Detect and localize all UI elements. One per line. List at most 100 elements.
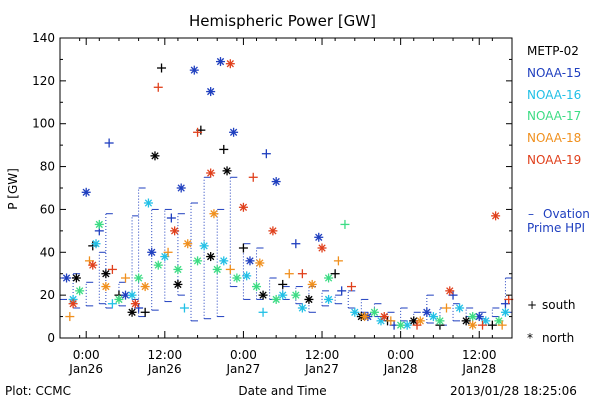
north-marker: [189, 65, 199, 75]
north-marker: [379, 312, 389, 322]
north-marker-d2: [226, 60, 234, 68]
north-marker-d2: [174, 280, 182, 289]
north-marker-d2: [213, 265, 221, 274]
north-marker: [209, 209, 219, 219]
north-marker-d2: [75, 287, 84, 295]
north-marker-d2: [324, 295, 333, 304]
north-marker-d2: [475, 312, 483, 321]
north-marker: [445, 286, 455, 296]
y-tick-label: 140: [32, 31, 55, 45]
x-tick-sublabel: Jan27: [304, 362, 339, 376]
legend-noaa-19: NOAA-19: [527, 153, 582, 167]
north-marker-d2: [446, 287, 454, 295]
north-marker: [245, 256, 255, 266]
north-marker-d2: [220, 257, 228, 265]
north-marker: [271, 294, 281, 304]
north-marker: [229, 127, 239, 137]
axes-layer: 0204060801001201400:00Jan2612:00Jan260:0…: [32, 31, 513, 376]
north-marker-d2: [324, 274, 333, 282]
north-marker-d2: [377, 317, 385, 325]
north-marker-d2: [72, 274, 81, 282]
north-marker: [258, 290, 268, 300]
north-marker: [183, 239, 193, 249]
north-marker: [415, 316, 425, 326]
y-tick-label: 0: [47, 331, 55, 345]
x-tick-sublabel: Jan26: [68, 362, 103, 376]
north-marker: [376, 316, 386, 326]
ovation-layer: [59, 176, 512, 326]
north-marker: [134, 273, 144, 283]
north-marker-d2: [233, 274, 241, 282]
north-marker: [62, 273, 72, 283]
north-marker-d2: [141, 282, 149, 291]
north-marker: [481, 316, 491, 326]
north-marker: [143, 198, 153, 208]
north-marker-d2: [269, 227, 277, 235]
x-tick-label: 12:00: [305, 348, 340, 362]
x-tick-sublabel: Jan26: [147, 362, 182, 376]
legend-noaa-16: NOAA-16: [527, 88, 582, 102]
x-tick-sublabel: Jan27: [226, 362, 261, 376]
north-marker-d2: [272, 295, 280, 304]
north-marker-d2: [121, 291, 130, 299]
north-marker: [500, 307, 510, 317]
north-marker-d2: [200, 242, 208, 250]
north-marker: [350, 307, 360, 317]
north-marker: [455, 303, 465, 313]
north-marker: [94, 219, 104, 229]
north-marker: [71, 273, 81, 283]
north-marker-d2: [252, 282, 261, 291]
north-marker-d2: [403, 321, 411, 329]
north-marker: [468, 312, 478, 322]
north-marker-d2: [308, 280, 316, 289]
north-marker-d2: [190, 66, 198, 74]
north-marker: [81, 187, 91, 197]
x-tick-sublabel: Jan28: [383, 362, 418, 376]
north-marker: [491, 211, 501, 221]
north-marker: [173, 279, 183, 289]
series-metp-02: [71, 63, 497, 330]
north-marker: [150, 151, 160, 161]
north-marker-d2: [360, 312, 369, 321]
legend-noaa-17: NOAA-17: [527, 109, 582, 123]
ovation-legend-line1: Ovation: [543, 207, 590, 221]
north-marker-d2: [315, 233, 323, 241]
x-tick-label: 0:00: [387, 348, 414, 362]
x-tick-label: 0:00: [73, 348, 100, 362]
north-marker: [222, 166, 232, 176]
north-marker-d2: [501, 308, 510, 316]
marker-legend-north-label: north: [542, 331, 575, 345]
north-marker: [242, 271, 252, 281]
north-marker: [291, 290, 301, 300]
north-marker: [304, 294, 314, 304]
north-marker-d2: [229, 128, 238, 136]
north-marker: [91, 239, 101, 249]
north-marker-d2: [243, 272, 251, 280]
north-marker-d2: [161, 252, 169, 261]
north-marker: [212, 264, 222, 274]
y-tick-label: 40: [40, 245, 55, 259]
north-marker: [206, 87, 216, 97]
y-tick-label: 120: [32, 74, 55, 88]
north-marker-d2: [170, 227, 179, 235]
north-marker-d2: [184, 240, 192, 248]
north-marker: [435, 316, 445, 326]
north-marker-d2: [455, 304, 464, 312]
north-marker: [232, 273, 242, 283]
north-marker-d2: [177, 184, 185, 192]
north-marker: [101, 269, 111, 279]
north-marker: [114, 294, 124, 304]
x-tick-label: 12:00: [148, 348, 183, 362]
north-marker-d2: [69, 300, 77, 308]
north-marker-d2: [256, 259, 264, 267]
north-marker: [68, 299, 78, 309]
north-marker: [461, 316, 471, 326]
series-noaa-19: [68, 59, 514, 330]
north-marker-d2: [259, 291, 267, 299]
north-marker-d2: [128, 308, 136, 316]
north-marker-d2: [193, 257, 202, 265]
north-marker-d2: [482, 317, 490, 325]
north-marker: [127, 290, 137, 300]
north-marker: [153, 260, 163, 270]
north-marker-d2: [495, 317, 503, 325]
